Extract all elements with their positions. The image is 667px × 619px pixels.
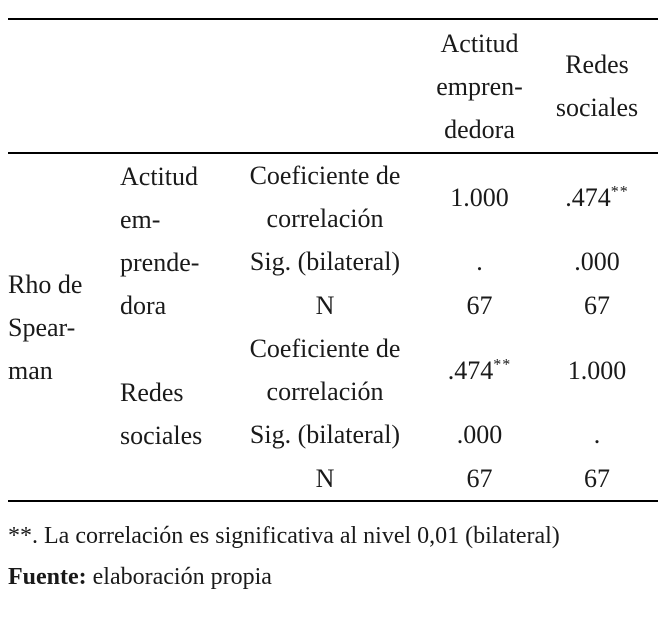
measure-label: N	[315, 463, 335, 493]
significance-stars: **	[493, 355, 512, 373]
value-text: 1.000	[567, 355, 627, 385]
value-text: .	[476, 247, 483, 276]
value-cell: .000	[423, 413, 536, 456]
correlation-table: Actitud empren- dedora Redes sociales Rh…	[8, 18, 658, 502]
table-header-row: Actitud empren- dedora Redes sociales	[8, 19, 658, 154]
value-text: 67	[584, 290, 610, 320]
measure-label: Coeficiente de correlación	[249, 161, 401, 233]
value-cell: .	[536, 413, 658, 456]
value-cell: 67	[423, 283, 536, 327]
value-text: 67	[466, 463, 493, 493]
value-cell: .000	[536, 240, 658, 283]
value-cell: 67	[536, 456, 658, 501]
value-text: 67	[466, 290, 493, 320]
value-text: .000	[574, 247, 620, 276]
table-row: Sig. (bilateral) .000 .	[8, 413, 658, 456]
value-cell: .474**	[423, 327, 536, 413]
measure-label: N	[315, 290, 335, 320]
value-text: 1.000	[450, 182, 509, 212]
column-header-redes-sociales: Redes sociales	[536, 19, 658, 154]
value-text: .000	[456, 420, 503, 449]
table-row: N 67 67	[8, 456, 658, 501]
source-label: Fuente:	[8, 564, 87, 590]
value-cell: 67	[423, 456, 536, 501]
table-row: Redes sociales Coeficiente de correlació…	[8, 327, 658, 450]
value-text: .	[593, 420, 601, 449]
value-cell: .	[423, 240, 536, 283]
measure-label: Coeficiente de correlación	[249, 334, 401, 406]
value-text: 67	[584, 463, 610, 493]
variable-label-redes-sociales: Redes sociales	[120, 377, 203, 450]
source-note: Fuente: elaboración propia	[8, 557, 653, 598]
header-corner-cell	[8, 19, 423, 154]
row-label-rho-de-spearman: Rho de Spear- man	[8, 269, 83, 385]
measure-label: Sig. (bilateral)	[249, 420, 401, 449]
value-cell: 1.000	[536, 327, 658, 413]
value-cell: 67	[536, 283, 658, 327]
significance-stars: **	[610, 182, 629, 200]
measure-label: Sig. (bilateral)	[249, 247, 401, 276]
value-cell: 1.000	[423, 153, 536, 240]
value-text: .474	[447, 355, 494, 385]
variable-label-actitud-emprendedora: Actitud em- prende- dora	[120, 161, 200, 320]
significance-note: **. La correlación es significativa al n…	[8, 523, 560, 549]
table-row: Sig. (bilateral) . .000	[8, 240, 658, 283]
table-footnotes: **. La correlación es significativa al n…	[8, 516, 653, 598]
value-cell: .474**	[536, 153, 658, 240]
column-header-actitud-emprendedora: Actitud empren- dedora	[423, 19, 536, 154]
value-text: .474	[565, 182, 611, 212]
table-row: Rho de Spear- man Actitud em- prende- do…	[8, 153, 658, 385]
table-row: N 67 67	[8, 283, 658, 327]
source-text: elaboración propia	[92, 564, 272, 590]
